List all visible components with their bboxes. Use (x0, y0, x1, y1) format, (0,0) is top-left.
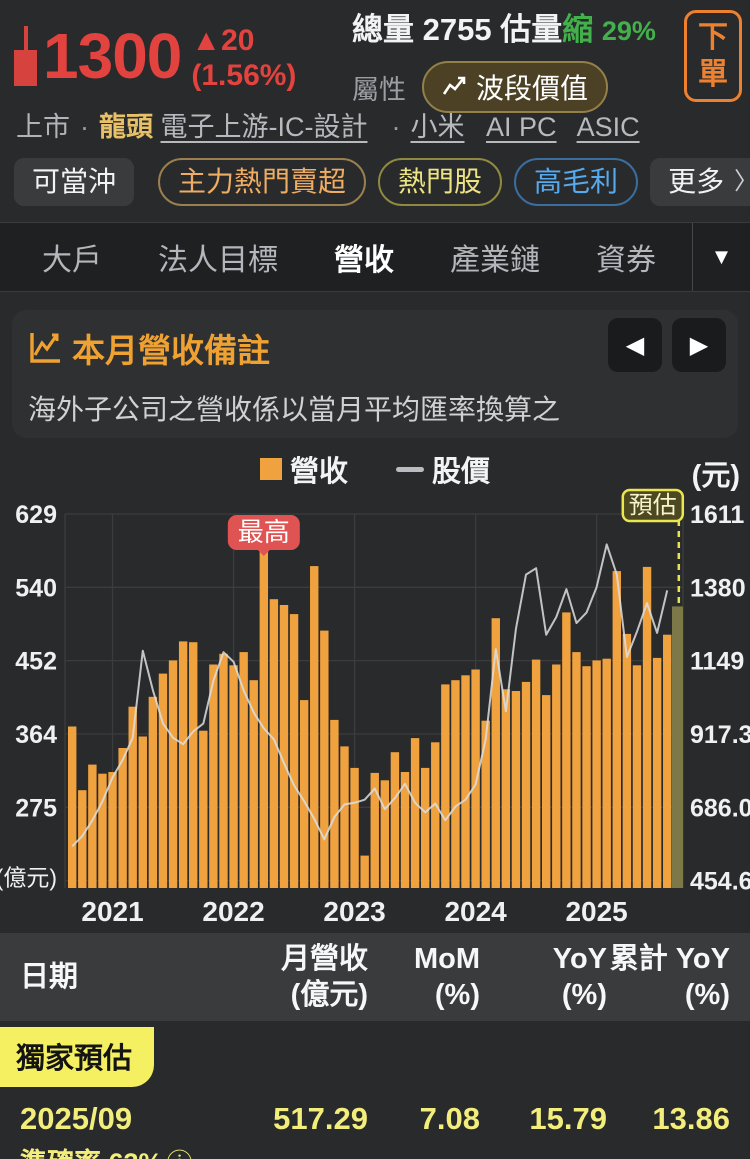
svg-text:540: 540 (15, 574, 57, 602)
revenue-bars (68, 542, 683, 888)
total-volume: 2755 (422, 12, 492, 47)
revenue-note-card: 本月營收備註 ◀ ▶ 海外子公司之營收係以當月平均匯率換算之 (12, 310, 738, 438)
tag-high-margin[interactable]: 高毛利 (514, 158, 639, 206)
col-mom: MoM (%) (413, 943, 480, 1011)
price-line-swatch-icon (396, 466, 424, 472)
legend-revenue: 營收 (259, 448, 348, 490)
price-line (71, 543, 669, 848)
estimate-date: 2025/09 (20, 1101, 133, 1136)
svg-text:1149: 1149 (690, 648, 744, 676)
price-change: ▲20 (191, 24, 255, 57)
chart-legend: 營收 股價 (元) (0, 448, 750, 492)
estimate-table-row[interactable]: 2025/09 517.29 7.08 15.79 13.86 (0, 1095, 750, 1139)
svg-text:686.0: 686.0 (690, 794, 750, 822)
col-yoy: YoY (%) (552, 943, 607, 1011)
chart-canvas: 629 540 452 364 275 (億元) 1611 1380 1149 917.3 686.… (0, 488, 750, 927)
note-body: 海外子公司之營收係以當月平均匯率換算之 (28, 394, 561, 425)
day-trade-tag[interactable]: 可當沖 (14, 158, 135, 206)
revenue-stock-chart: 629 540 452 364 275 (億元) 1611 1380 1149 917.3 686.… (0, 488, 750, 933)
legend-price: 股價 (396, 448, 490, 490)
revenue-table-header: 日期 月營收 (億元) MoM (%) YoY (%) 累計 YoY (%) (0, 933, 750, 1021)
stock-meta-row: 上市 · 龍頭 電子上游-IC-設計 · 小米 AI PC ASIC (16, 112, 640, 142)
price-block: 1300 ▲20 (1.56%) (14, 14, 296, 98)
volume-block: 總量 2755 估量縮 29% 屬性 波段價值 (352, 12, 656, 113)
svg-text:454.6: 454.6 (690, 868, 750, 896)
svg-text:452: 452 (15, 648, 57, 676)
note-title: 本月營收備註 (72, 332, 270, 369)
revenue-swatch-icon (259, 458, 282, 480)
estimate-revenue: 517.29 (273, 1101, 368, 1136)
tag-main-force-sell[interactable]: 主力熱門賣超 (158, 158, 367, 206)
tab-margin[interactable]: 資券 (596, 244, 656, 277)
chart-line-icon (30, 333, 60, 363)
accuracy-line: 準確率 63%ⓘ (0, 1139, 750, 1159)
svg-text:2021: 2021 (81, 896, 143, 927)
exclusive-estimate-badge: 獨家預估 (0, 1027, 155, 1087)
tabs-dropdown-button[interactable]: ▼ (692, 223, 750, 291)
svg-text:1611: 1611 (690, 501, 744, 529)
concept-link-aipc[interactable]: AI PC (486, 112, 557, 142)
max-badge: 最高 (227, 515, 300, 556)
candlestick-icon (14, 26, 37, 86)
chevron-right-icon: 〉 (734, 170, 750, 194)
quote-header: 1300 ▲20 (1.56%) 總量 2755 估量縮 29% 屬性 波段價值… (0, 0, 750, 113)
col-revenue: 月營收 (億元) (280, 943, 368, 1011)
section-tabs: 大戶 法人目標 營收 產業鏈 資券 獲 ▼ (0, 222, 750, 292)
price-change-pct: (1.56%) (191, 59, 297, 92)
tab-revenue[interactable]: 營收 (334, 244, 394, 277)
tab-institutional[interactable]: 法人目標 (158, 244, 278, 277)
change-block: ▲20 (1.56%) (191, 24, 296, 94)
order-button[interactable]: 下單 (684, 10, 742, 102)
shrink-tag: 縮 (562, 12, 594, 47)
svg-text:917.3: 917.3 (690, 721, 750, 749)
next-note-button[interactable]: ▶ (672, 318, 726, 372)
svg-text:629: 629 (15, 501, 57, 529)
industry-link[interactable]: 電子上游-IC-設計 (160, 112, 368, 142)
exclusive-estimate-badge-row: 獨家預估 (0, 1021, 750, 1087)
concept-link-xiaomi[interactable]: 小米 (410, 112, 465, 142)
tab-supply-chain[interactable]: 產業鏈 (450, 244, 540, 277)
band-value-button[interactable]: 波段價值 (422, 61, 609, 113)
up-arrow-icon: ▲ (191, 24, 222, 57)
svg-text:2023: 2023 (323, 896, 385, 927)
estimate-acc-yoy: 13.86 (652, 1101, 730, 1136)
prev-note-button[interactable]: ◀ (608, 318, 662, 372)
svg-text:最高: 最高 (238, 517, 290, 547)
estimate-badge: 預估 (621, 488, 685, 607)
estimate-yoy: 15.79 (529, 1101, 607, 1136)
tag-row: 可當沖 主力熱門賣超 熱門股 高毛利 更多〉 (0, 144, 750, 206)
trend-line-icon (442, 76, 466, 95)
estimate-mom: 7.08 (419, 1101, 480, 1136)
col-acc-yoy: 累計 YoY (%) (609, 943, 730, 1011)
svg-text:(億元): (億元) (0, 865, 57, 891)
svg-text:364: 364 (15, 721, 57, 749)
svg-text:預估: 預估 (629, 492, 677, 519)
tag-hot-stock[interactable]: 熱門股 (378, 158, 503, 206)
last-price: 1300 (43, 20, 182, 92)
svg-text:1380: 1380 (690, 574, 746, 602)
attribute-label: 屬性 (352, 74, 406, 105)
concept-link-asic[interactable]: ASIC (576, 112, 640, 142)
more-tags-button[interactable]: 更多〉 (650, 158, 750, 206)
shrink-pct: 29% (601, 16, 656, 46)
info-icon[interactable]: ⓘ (167, 1148, 193, 1159)
market-label: 上市 (16, 112, 70, 142)
leader-tag: 龍頭 (99, 112, 153, 142)
right-axis-unit: (元) (691, 460, 740, 492)
volume-line: 總量 2755 估量縮 29% (352, 12, 656, 47)
svg-text:2024: 2024 (444, 896, 507, 927)
svg-text:2025: 2025 (565, 896, 627, 927)
caret-down-icon: ▼ (710, 244, 733, 269)
col-date: 日期 (20, 961, 79, 993)
svg-text:2022: 2022 (202, 896, 264, 927)
attribute-line: 屬性 波段價值 (352, 61, 656, 113)
svg-text:275: 275 (15, 794, 57, 822)
tab-major-holders[interactable]: 大戶 (42, 244, 102, 277)
